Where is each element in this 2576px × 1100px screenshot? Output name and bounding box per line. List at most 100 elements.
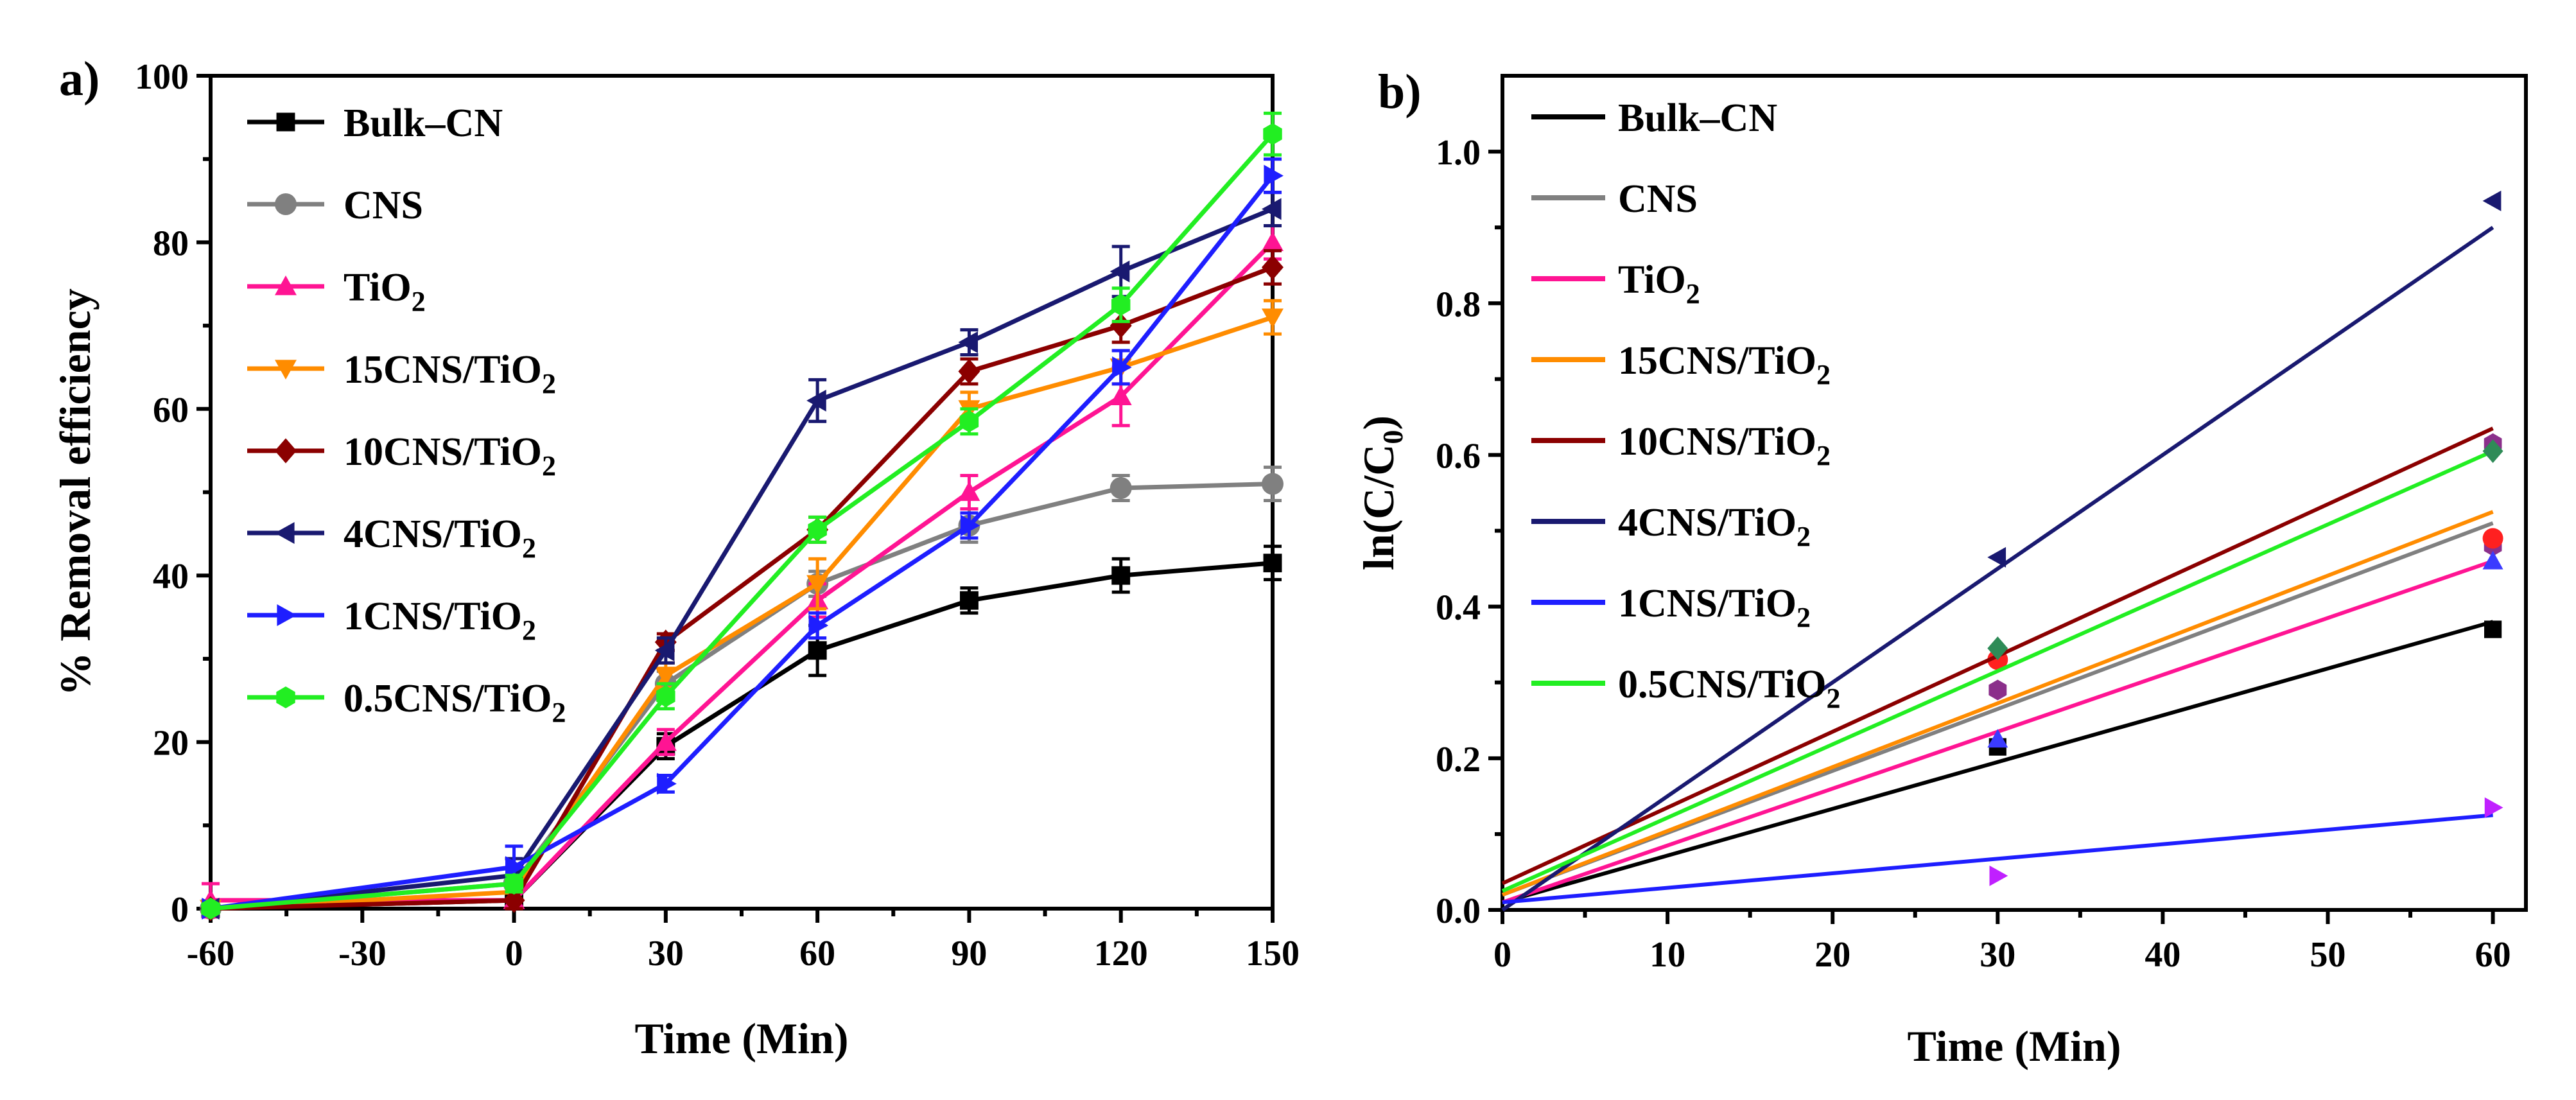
y-tick-label: 0.8 bbox=[1436, 284, 1481, 324]
fit-line-1cns-tio2 bbox=[1502, 813, 2493, 905]
y-tick-label: 0.6 bbox=[1436, 436, 1481, 476]
series-0-5cns-tio2 bbox=[201, 111, 1282, 920]
plot-frame bbox=[1501, 74, 2528, 912]
legend-marker bbox=[276, 112, 295, 132]
data-point-10cns-tio2 bbox=[503, 887, 525, 913]
legend-label-10cns-tio2: 10CNS/TiO2 bbox=[344, 430, 556, 482]
data-point-1cns-tio2 bbox=[2484, 797, 2503, 818]
x-tick-label: 0 bbox=[505, 934, 523, 973]
x-axis-title: Time (Min) bbox=[634, 1014, 848, 1063]
data-point-0-5cns-tio2 bbox=[1263, 123, 1282, 145]
data-point-4cns-tio2 bbox=[1987, 546, 2006, 568]
legend-label-cns: CNS bbox=[344, 184, 423, 227]
series-4cns-tio2 bbox=[1501, 190, 2502, 912]
data-point-15cns-tio2 bbox=[806, 575, 829, 595]
series-cns bbox=[1501, 521, 2502, 897]
y-tick-label: 0 bbox=[171, 890, 189, 930]
data-point-4cns-tio2 bbox=[654, 639, 675, 661]
x-tick-label: 10 bbox=[1649, 935, 1685, 975]
data-point-0-5cns-tio2 bbox=[201, 898, 220, 920]
x-axis-title: Time (Min) bbox=[1907, 1022, 2121, 1070]
y-tick-label: 20 bbox=[153, 724, 189, 764]
x-tick-label: -30 bbox=[338, 934, 387, 973]
data-point-cns bbox=[1262, 473, 1284, 495]
data-point-bulk-cn bbox=[959, 591, 979, 610]
fit-line-bulk-cn bbox=[1502, 620, 2494, 905]
data-point-tio2 bbox=[958, 481, 980, 502]
data-point-10cns-tio2 bbox=[1262, 254, 1284, 280]
x-tick-label: 30 bbox=[648, 934, 684, 973]
y-axis-title: ln(C/C0) bbox=[1354, 415, 1409, 570]
data-point-10cns-tio2 bbox=[1989, 679, 2007, 701]
legend-label-4cns-tio2: 4CNS/TiO2 bbox=[344, 512, 536, 564]
data-point-1cns-tio2 bbox=[1112, 356, 1132, 378]
data-point-1cns-tio2 bbox=[960, 514, 980, 537]
series-0-5cns-tio2 bbox=[1501, 439, 2503, 893]
series-bulk-cn bbox=[1502, 620, 2502, 905]
legend-label-tio2: TiO2 bbox=[1618, 258, 1700, 310]
legend-label-15cns-tio2: 15CNS/TiO2 bbox=[344, 348, 556, 399]
data-point-cns bbox=[1110, 477, 1132, 500]
series-1cns-tio2 bbox=[1502, 797, 2503, 905]
legend-label-bulk-cn: Bulk–CN bbox=[1618, 96, 1777, 140]
data-point-0-5cns-tio2 bbox=[1111, 293, 1131, 316]
legend-marker bbox=[275, 360, 297, 380]
legend-label-1cns-tio2: 1CNS/TiO2 bbox=[344, 595, 536, 646]
x-tick-label: 60 bbox=[799, 934, 835, 973]
legend-label-0-5cns-tio2: 0.5CNS/TiO2 bbox=[344, 677, 566, 728]
legend-marker bbox=[275, 193, 297, 215]
fit-line-0-5cns-tio2 bbox=[1501, 449, 2494, 893]
legend: Bulk–CN CNS TiO2 15CNS/TiO2 10CNS/TiO2 4CNS/T… bbox=[247, 101, 566, 728]
panel-label: b) bbox=[1378, 65, 1422, 119]
legend-label-cns: CNS bbox=[1618, 177, 1698, 221]
legend-label-bulk-cn: Bulk–CN bbox=[344, 101, 503, 145]
y-tick-label: 0.0 bbox=[1436, 891, 1481, 931]
data-point-4cns-tio2 bbox=[1262, 198, 1282, 220]
y-tick-label: 0.4 bbox=[1436, 588, 1481, 628]
x-tick-label: 150 bbox=[1246, 934, 1300, 973]
x-tick-label: 40 bbox=[2145, 935, 2180, 975]
data-point-0-5cns-tio2 bbox=[656, 685, 675, 708]
fit-line-4cns-tio2 bbox=[1501, 225, 2494, 912]
data-point-15cns-tio2 bbox=[1262, 308, 1284, 329]
data-point-tio2 bbox=[1110, 385, 1132, 405]
series-tio2 bbox=[1502, 550, 2503, 905]
data-point-1cns-tio2 bbox=[808, 615, 829, 637]
data-point-bulk-cn bbox=[1263, 554, 1282, 573]
legend-label-tio2: TiO2 bbox=[344, 266, 426, 317]
data-point-4cns-tio2 bbox=[958, 331, 979, 354]
legend-marker bbox=[277, 604, 297, 626]
y-tick-label: 0.2 bbox=[1436, 740, 1481, 780]
data-point-tio2 bbox=[1987, 729, 2008, 748]
data-point-10cns-tio2 bbox=[958, 358, 980, 384]
x-tick-label: 30 bbox=[1980, 935, 2015, 975]
y-tick-label: 100 bbox=[135, 57, 189, 97]
x-tick-label: 20 bbox=[1815, 935, 1850, 975]
series-1cns-tio2 bbox=[202, 157, 1284, 920]
data-point-0-5cns-tio2 bbox=[2482, 439, 2503, 463]
data-point-0-5cns-tio2 bbox=[1987, 636, 2008, 660]
panel-b-kinetics-chart: 0 10 20 30 40 50 60 0.0 0.2 0.4 0.6 0.8 1.0 Time (Min… bbox=[1354, 65, 2528, 1070]
y-tick-label: 40 bbox=[153, 557, 189, 597]
data-point-1cns-tio2 bbox=[657, 773, 677, 795]
data-point-15cns-tio2 bbox=[654, 667, 677, 686]
y-axis-title: % Removal efficiency bbox=[51, 288, 100, 695]
x-tick-label: 50 bbox=[2310, 935, 2345, 975]
data-point-4cns-tio2 bbox=[2482, 190, 2502, 211]
data-point-10cns-tio2 bbox=[1110, 313, 1132, 338]
data-point-bulk-cn bbox=[1111, 566, 1131, 585]
data-point-tio2 bbox=[2482, 550, 2503, 570]
legend-label-1cns-tio2: 1CNS/TiO2 bbox=[1618, 582, 1811, 633]
legend-label-10cns-tio2: 10CNS/TiO2 bbox=[1618, 420, 1831, 471]
fit-line-15cns-tio2 bbox=[1501, 510, 2494, 897]
data-point-0-5cns-tio2 bbox=[504, 873, 524, 895]
panel-label: a) bbox=[59, 52, 100, 106]
x-tick-label: 60 bbox=[2475, 935, 2511, 975]
y-tick-label: 80 bbox=[153, 223, 189, 263]
data-point-1cns-tio2 bbox=[1264, 164, 1284, 187]
data-point-4cns-tio2 bbox=[806, 389, 826, 412]
y-tick-label: 60 bbox=[153, 390, 189, 430]
data-point-1cns-tio2 bbox=[1989, 865, 2008, 886]
x-tick-label: -60 bbox=[187, 934, 235, 973]
y-tick-label: 1.0 bbox=[1436, 133, 1481, 173]
